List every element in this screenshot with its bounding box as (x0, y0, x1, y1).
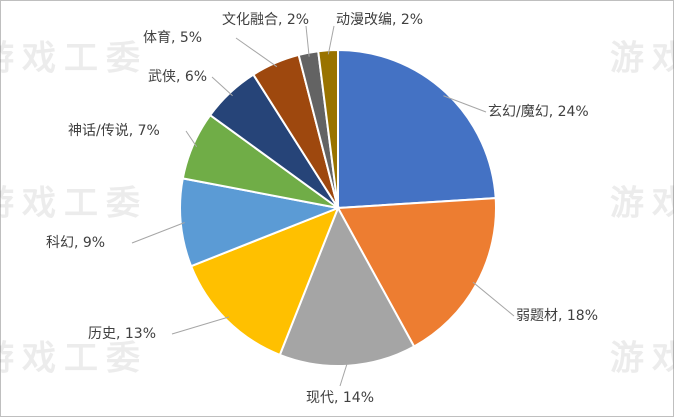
data-label: 动漫改编, 2% (336, 12, 423, 28)
leader-line (327, 25, 335, 55)
leader-line (185, 130, 198, 148)
data-label: 历史, 13% (88, 326, 156, 342)
leader-line (339, 361, 349, 387)
data-label: 文化融合, 2% (222, 12, 309, 28)
leader-line (211, 76, 233, 97)
pie-slice (179, 177, 342, 268)
data-label: 武侠, 6% (148, 69, 207, 85)
pie-slice (317, 48, 339, 209)
leader-line (305, 25, 310, 57)
leader-line (171, 316, 230, 335)
pie-slice (336, 197, 497, 348)
leader-line (131, 222, 185, 244)
pie-slice (278, 205, 416, 367)
pie-slice (189, 206, 340, 357)
data-label: 科幻, 9% (46, 235, 105, 251)
data-label: 现代, 14% (306, 390, 374, 406)
data-label: 玄幻/魔幻, 24% (488, 103, 589, 120)
pie-slice (337, 48, 497, 210)
data-label: 体育, 5% (143, 30, 202, 46)
leader-line (443, 95, 487, 113)
data-label: 弱题材, 18% (516, 308, 598, 324)
leader-line (472, 281, 515, 317)
leader-line (235, 37, 278, 68)
data-label: 神话/传说, 7% (68, 123, 160, 139)
